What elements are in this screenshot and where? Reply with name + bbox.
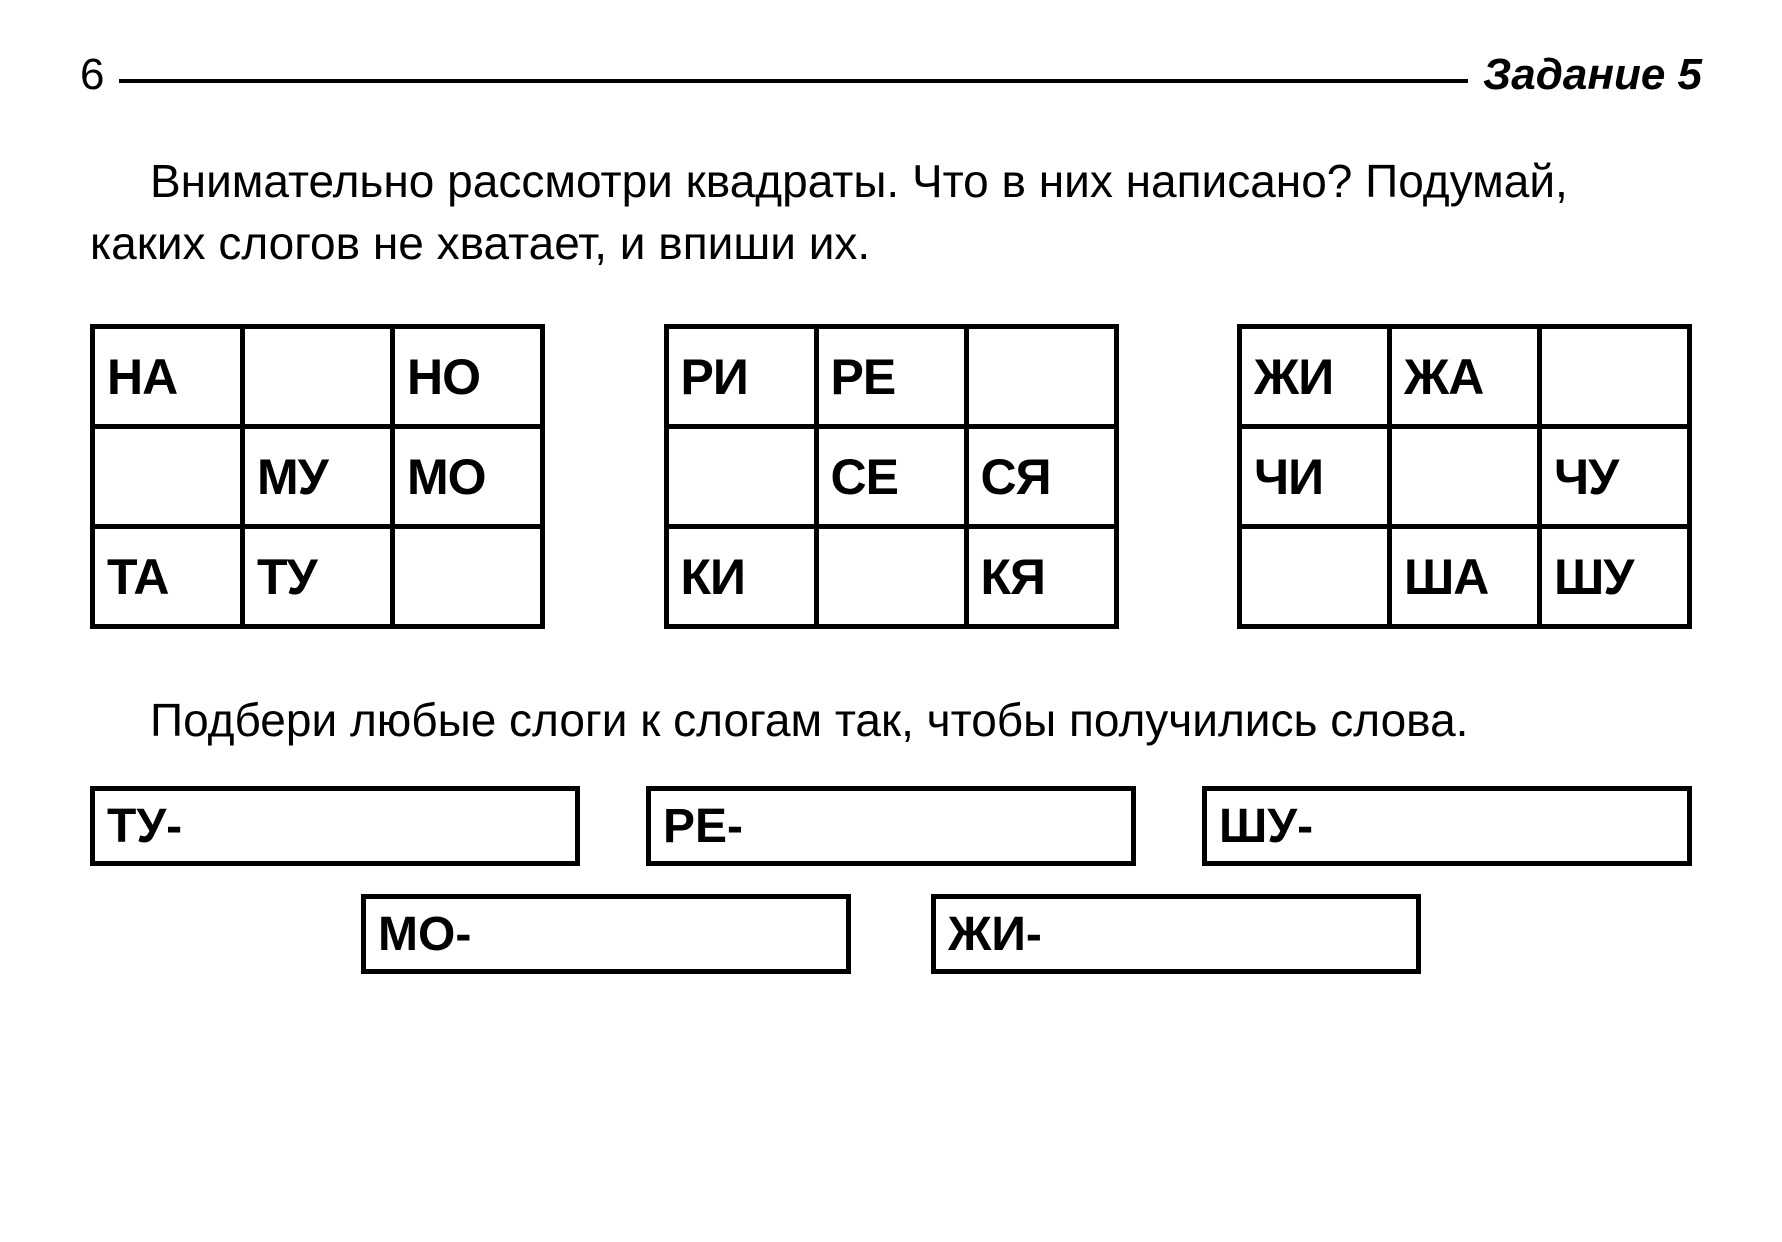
syllable-grids-container: НА НО МУ МО ТА ТУ РИ РЕ СЕ СЯ КИ КЯ (80, 324, 1702, 629)
grid-cell[interactable]: КЯ (966, 527, 1116, 627)
grid-cell[interactable]: ЖА (1390, 327, 1540, 427)
grid-cell[interactable]: ТУ (243, 527, 393, 627)
grid-cell[interactable]: ТА (93, 527, 243, 627)
grid-cell[interactable] (666, 427, 816, 527)
grid-cell[interactable] (1390, 427, 1540, 527)
grid-cell[interactable] (816, 527, 966, 627)
word-input-box[interactable]: ЖИ- (931, 894, 1421, 974)
grid-cell[interactable]: ЖИ (1240, 327, 1390, 427)
syllable-grid-3: ЖИ ЖА ЧИ ЧУ ША ШУ (1237, 324, 1692, 629)
table-row: ЖИ ЖА (1240, 327, 1690, 427)
instruction-text-2: Подбери любые слоги к слогам так, чтобы … (80, 689, 1702, 751)
page-header: 6 Задание 5 (80, 50, 1702, 100)
grid-cell[interactable]: ША (1390, 527, 1540, 627)
word-input-box[interactable]: ШУ- (1202, 786, 1692, 866)
grid-cell[interactable] (1540, 327, 1690, 427)
grid-cell[interactable]: СЕ (816, 427, 966, 527)
grid-cell[interactable]: МУ (243, 427, 393, 527)
grid-cell[interactable]: МО (393, 427, 543, 527)
grid-cell[interactable]: СЯ (966, 427, 1116, 527)
task-label: Задание 5 (1483, 50, 1702, 100)
grid-cell[interactable] (1240, 527, 1390, 627)
grid-cell[interactable]: КИ (666, 527, 816, 627)
grid-cell[interactable]: РЕ (816, 327, 966, 427)
header-divider (119, 79, 1467, 83)
grid-cell[interactable]: ШУ (1540, 527, 1690, 627)
grid-cell[interactable]: РИ (666, 327, 816, 427)
grid-cell[interactable] (966, 327, 1116, 427)
table-row: РИ РЕ (666, 327, 1116, 427)
word-input-box[interactable]: РЕ- (646, 786, 1136, 866)
table-row: НА НО (93, 327, 543, 427)
grid-cell[interactable]: НО (393, 327, 543, 427)
page-number: 6 (80, 50, 104, 100)
word-input-box[interactable]: ТУ- (90, 786, 580, 866)
grid-cell[interactable]: НА (93, 327, 243, 427)
table-row: ЧИ ЧУ (1240, 427, 1690, 527)
word-boxes-row-1: ТУ- РЕ- ШУ- (80, 786, 1702, 866)
grid-cell[interactable] (393, 527, 543, 627)
grid-cell[interactable] (243, 327, 393, 427)
table-row: ША ШУ (1240, 527, 1690, 627)
grid-cell[interactable]: ЧУ (1540, 427, 1690, 527)
grid-cell[interactable] (93, 427, 243, 527)
grid-cell[interactable]: ЧИ (1240, 427, 1390, 527)
table-row: ТА ТУ (93, 527, 543, 627)
syllable-grid-1: НА НО МУ МО ТА ТУ (90, 324, 545, 629)
syllable-grid-2: РИ РЕ СЕ СЯ КИ КЯ (664, 324, 1119, 629)
table-row: МУ МО (93, 427, 543, 527)
table-row: КИ КЯ (666, 527, 1116, 627)
instruction-text-1: Внимательно рассмотри квадраты. Что в ни… (80, 150, 1702, 274)
word-input-box[interactable]: МО- (361, 894, 851, 974)
table-row: СЕ СЯ (666, 427, 1116, 527)
word-boxes-row-2: МО- ЖИ- (80, 894, 1702, 974)
